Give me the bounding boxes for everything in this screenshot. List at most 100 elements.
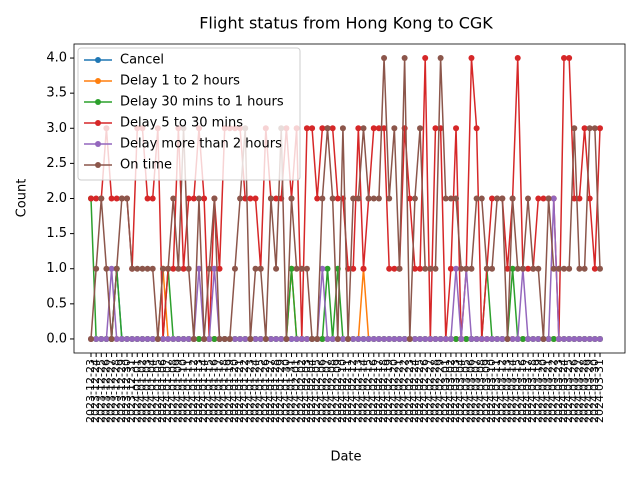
point (365, 335, 372, 342)
point (561, 265, 568, 272)
point (159, 335, 166, 342)
point (478, 335, 485, 342)
point (211, 265, 218, 272)
point (288, 195, 295, 202)
point (386, 265, 393, 272)
point (103, 265, 110, 272)
y-axis-label: Count (15, 179, 30, 218)
point (432, 265, 439, 272)
x-tick-label: 2024-03-20 (536, 359, 549, 423)
point (576, 265, 583, 272)
point (293, 335, 300, 342)
point (237, 335, 244, 342)
point (417, 335, 424, 342)
point (144, 335, 151, 342)
point (401, 55, 408, 62)
point (159, 265, 166, 272)
point (458, 265, 465, 272)
point (180, 335, 187, 342)
point (381, 55, 388, 62)
legend-marker (95, 141, 101, 147)
x-tick-label: 2023-12-28 (110, 359, 123, 423)
point (309, 335, 316, 342)
point (447, 195, 454, 202)
x-tick-label: 2024-03-18 (526, 359, 539, 423)
legend-label: Delay 30 mins to 1 hours (120, 95, 284, 110)
point (375, 125, 382, 132)
point (432, 335, 439, 342)
x-tick-label: 2024-02-22 (398, 359, 411, 423)
point (314, 195, 321, 202)
point (134, 335, 141, 342)
point (113, 335, 120, 342)
x-tick-label: 2024-02-02 (295, 359, 308, 423)
x-tick-label: 2024-01-04 (146, 359, 159, 423)
x-tick-label: 2024-02-24 (408, 359, 421, 423)
x-tick-label: 2024-01-10 (177, 359, 190, 423)
point (586, 125, 593, 132)
x-tick-label: 2024-01-13 (192, 359, 205, 423)
point (581, 125, 588, 132)
point (494, 335, 501, 342)
x-tick-label: 2024-01-18 (218, 359, 231, 423)
y-tick-label: 1.0 (46, 261, 67, 276)
x-tick-label: 2023-12-30 (120, 359, 133, 423)
x-tick-label: 2024-01-30 (279, 359, 292, 423)
point (165, 335, 172, 342)
x-tick-label: 2024-01-14 (197, 359, 210, 423)
point (375, 195, 382, 202)
point (370, 125, 377, 132)
x-tick-label: 2024-01-25 (254, 359, 267, 423)
x-tick-label: 2024-02-05 (310, 359, 323, 423)
point (252, 335, 259, 342)
point (597, 335, 603, 342)
point (211, 335, 218, 342)
x-tick-label: 2024-01-28 (269, 359, 282, 423)
point (555, 265, 562, 272)
point (422, 335, 429, 342)
point (525, 335, 532, 342)
point (453, 335, 460, 342)
point (468, 55, 475, 62)
x-tick-label: 2024-02-11 (341, 359, 354, 423)
point (545, 335, 552, 342)
x-tick-label: 2024-02-29 (434, 359, 447, 423)
x-axis-label: Date (330, 450, 361, 465)
point (88, 195, 94, 202)
point (231, 335, 238, 342)
point (201, 195, 208, 202)
y-tick-label: 2.0 (46, 191, 67, 206)
point (540, 195, 547, 202)
point (453, 195, 460, 202)
point (391, 125, 398, 132)
point (530, 265, 537, 272)
x-tick-label: 2024-01-26 (259, 359, 272, 423)
point (303, 265, 310, 272)
point (391, 335, 398, 342)
x-tick-label: 2023-12-26 (99, 359, 112, 423)
x-tick-label: 2024-01-17 (213, 359, 226, 423)
point (586, 335, 593, 342)
point (535, 195, 542, 202)
point (108, 195, 115, 202)
point (247, 335, 254, 342)
x-tick-label: 2023-12-24 (89, 359, 102, 423)
x-tick-label: 2024-02-23 (403, 359, 416, 423)
x-tick-label: 2024-02-21 (392, 359, 405, 423)
point (571, 125, 578, 132)
point (339, 125, 346, 132)
point (514, 55, 521, 62)
point (273, 335, 280, 342)
legend-marker (95, 120, 101, 126)
x-tick-label: 2024-03-30 (588, 359, 601, 423)
x-tick-label: 2024-02-18 (377, 359, 390, 423)
point (88, 335, 94, 342)
point (288, 265, 295, 272)
x-tick-label: 2024-02-15 (362, 359, 375, 423)
point (581, 265, 588, 272)
point (468, 265, 475, 272)
x-tick-label: 2024-03-13 (500, 359, 513, 423)
x-tick-label: 2024-03-15 (511, 359, 524, 423)
point (519, 335, 526, 342)
x-tick-label: 2024-02-01 (290, 359, 303, 423)
